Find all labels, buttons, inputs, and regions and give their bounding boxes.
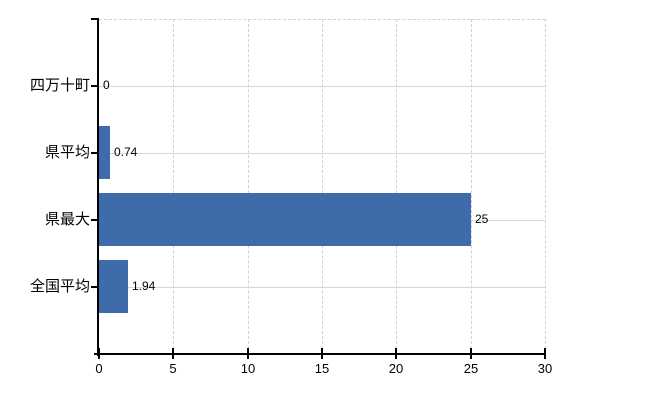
x-tick-label: 20 [388,361,404,376]
x-tick-label: 10 [240,361,256,376]
h-gridline [99,287,545,288]
plot-top-border [99,19,545,20]
v-gridline [322,19,323,354]
x-tick-label: 30 [537,361,553,376]
h-gridline [99,86,545,87]
v-gridline [396,19,397,354]
v-gridline [471,19,472,354]
h-gridline [99,220,545,221]
bar [99,126,110,179]
category-label: 県平均 [44,144,90,161]
v-gridline [248,19,249,354]
bar-value-label: 1.94 [132,279,156,293]
bar [99,260,128,313]
y-axis-line [97,19,99,356]
bar-value-label: 25 [475,212,489,226]
v-gridline [173,19,174,354]
v-gridline [545,19,546,354]
x-tick-label: 25 [463,361,479,376]
x-tick-label: 15 [314,361,330,376]
h-gridline [99,153,545,154]
category-label: 全国平均 [29,278,90,295]
bar-value-label: 0.74 [114,145,138,159]
x-axis-line [94,353,545,355]
x-tick-label: 5 [169,361,177,376]
x-tick-label: 0 [95,361,103,376]
bar [99,193,471,246]
category-label: 県最大 [44,211,90,228]
bar-value-label: 0 [103,78,110,92]
category-label: 四万十町 [29,77,90,94]
